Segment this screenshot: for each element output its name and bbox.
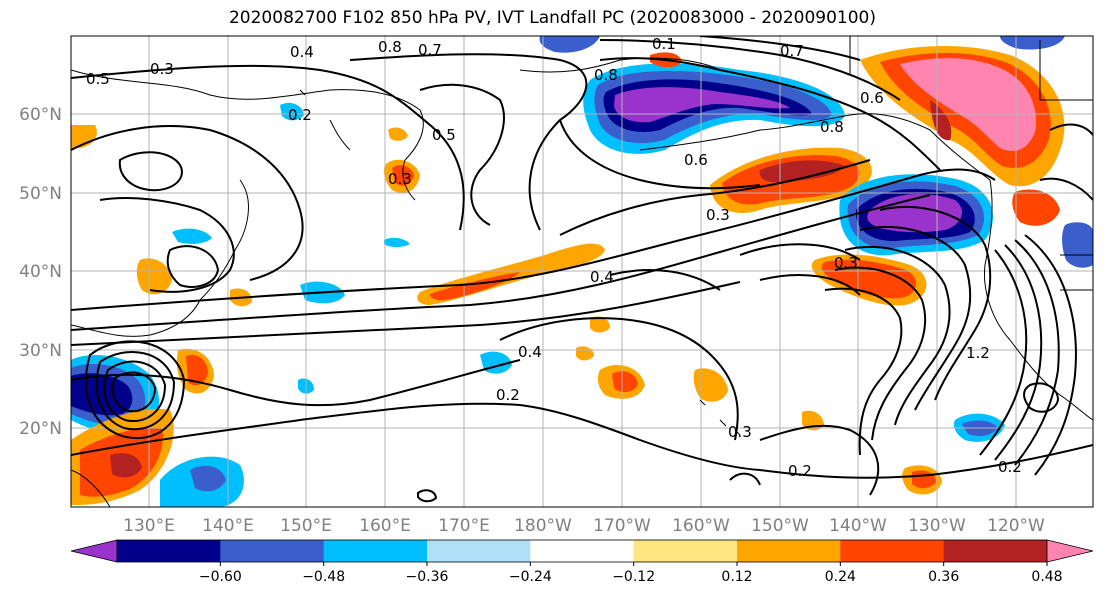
lon-label: 150°W — [751, 516, 809, 536]
colorbar-tick-label: 0.36 — [928, 569, 959, 585]
map-title: 2020082700 F102 850 hPa PV, IVT Landfall… — [228, 8, 876, 28]
lon-label: 160°W — [672, 516, 730, 536]
contour-label: 0.3 — [706, 206, 730, 224]
lat-label: 30°N — [19, 341, 62, 361]
colorbar-cell — [220, 540, 325, 562]
lat-label: 20°N — [19, 419, 62, 439]
contour-label: 0.2 — [788, 462, 812, 480]
colorbar-cell — [943, 540, 1048, 562]
lon-label: 140°E — [202, 516, 254, 536]
coastlines — [71, 36, 1093, 507]
lon-label: 170°W — [593, 516, 651, 536]
contour-label: 0.5 — [432, 126, 456, 144]
ivt-contours — [71, 36, 1093, 503]
lon-label: 170°E — [438, 516, 490, 536]
colorbar-tick-label: −0.12 — [612, 569, 655, 585]
contour-label: 0.5 — [86, 70, 110, 88]
contour-label: 0.7 — [418, 41, 442, 59]
colorbar-tick-label: −0.60 — [199, 569, 242, 585]
contour-labels: 0.5 0.3 0.4 0.2 0.8 0.7 0.1 0.8 0.7 0.6 … — [86, 35, 1022, 480]
contour-label: 0.4 — [518, 343, 542, 361]
latitude-labels: 60°N 50°N 40°N 30°N 20°N — [19, 105, 62, 439]
colorbar-tick-label: −0.36 — [406, 569, 449, 585]
longitude-labels: 130°E 140°E 150°E 160°E 170°E 180°W 170°… — [123, 516, 1045, 536]
colorbar-cell — [530, 540, 635, 562]
lat-label: 50°N — [19, 184, 62, 204]
contour-label: 0.8 — [378, 38, 402, 56]
lon-label: 150°E — [280, 516, 332, 536]
lat-label: 40°N — [19, 262, 62, 282]
colorbar-tick-label: 0.48 — [1031, 569, 1062, 585]
lon-label: 130°W — [908, 516, 966, 536]
lat-label: 60°N — [19, 105, 62, 125]
contour-label: 0.2 — [496, 386, 520, 404]
colorbar-ticks: −0.60 −0.48 −0.36 −0.24 −0.12 0.12 0.24 0.36 0.4… — [199, 562, 1063, 585]
colorbar-tick-label: −0.24 — [509, 569, 552, 585]
lon-label: 130°E — [123, 516, 175, 536]
contour-label: 0.3 — [150, 60, 174, 78]
contour-label: 0.2 — [288, 106, 312, 124]
map-frame — [70, 35, 1094, 508]
contour-label: 0.2 — [998, 458, 1022, 476]
lon-label: 120°W — [987, 516, 1045, 536]
contour-label: 0.6 — [860, 89, 884, 107]
contour-label: 0.4 — [590, 268, 614, 286]
lon-label: 180°W — [514, 516, 572, 536]
contour-label: 0.3 — [834, 254, 858, 272]
colorbar-tick-label: 0.12 — [721, 569, 752, 585]
colorbar-cell — [633, 540, 738, 562]
contour-label: 0.3 — [388, 170, 412, 188]
contour-label: 0.3 — [728, 423, 752, 441]
colorbar-tick-label: −0.48 — [302, 569, 345, 585]
contour-label: 0.7 — [780, 42, 804, 60]
colorbar-tick-label: 0.24 — [825, 569, 856, 585]
colorbar-cell — [427, 540, 531, 562]
colorbar-cell — [117, 540, 221, 562]
colorbar-cells — [116, 539, 1048, 563]
colorbar-left-extension — [70, 539, 118, 563]
contour-label: 0.8 — [820, 118, 844, 136]
colorbar: −0.60 −0.48 −0.36 −0.24 −0.12 0.12 0.24 0.36 0.4… — [70, 539, 1094, 585]
colorbar-cell — [840, 540, 945, 562]
contour-label: 1.2 — [966, 344, 990, 362]
colorbar-cell — [737, 540, 841, 562]
contour-label: 0.8 — [594, 66, 618, 84]
contour-label: 0.4 — [290, 43, 314, 61]
colorbar-right-extension — [1046, 539, 1094, 563]
colorbar-cell — [323, 540, 428, 562]
lon-label: 140°W — [829, 516, 887, 536]
contour-label: 0.1 — [652, 35, 676, 53]
contour-label: 0.6 — [684, 151, 708, 169]
lon-label: 160°E — [359, 516, 411, 536]
